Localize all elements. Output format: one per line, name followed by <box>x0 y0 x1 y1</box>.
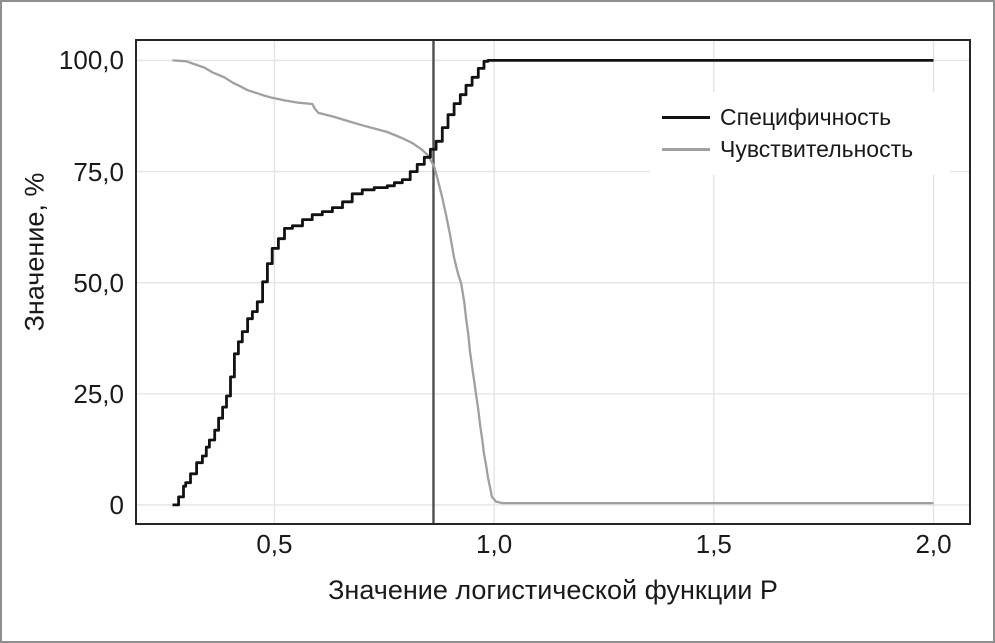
legend-label-sensitivity: Чувствительность <box>720 136 914 162</box>
y-tick-label: 75,0 <box>73 156 124 187</box>
plot-panel-border <box>135 39 971 525</box>
x-tick-label: 1,0 <box>476 529 513 559</box>
series-line-specificity <box>172 59 934 507</box>
legend-label-specificity: Специфичность <box>720 104 892 130</box>
series-line-sensitivity <box>172 59 934 505</box>
y-axis-title: Значение, % <box>19 172 50 332</box>
legend: Специфичность Чувствительность <box>650 92 950 175</box>
legend-swatch-specificity <box>662 116 710 119</box>
y-tick-label: 50,0 <box>73 267 124 298</box>
x-tick-label: 2,0 <box>915 529 952 559</box>
x-tick-label: 1,5 <box>695 529 732 559</box>
y-tick-label: 25,0 <box>73 378 124 409</box>
x-axis-title: Значение логистической функции P <box>328 575 778 605</box>
legend-item-sensitivity: Чувствительность <box>662 135 950 164</box>
legend-swatch-sensitivity <box>662 148 710 151</box>
legend-item-specificity: Специфичность <box>662 103 950 132</box>
y-tick-label: 100,0 <box>58 45 124 76</box>
y-tick-label: 0 <box>109 489 124 520</box>
x-tick-label: 0,5 <box>256 529 293 559</box>
